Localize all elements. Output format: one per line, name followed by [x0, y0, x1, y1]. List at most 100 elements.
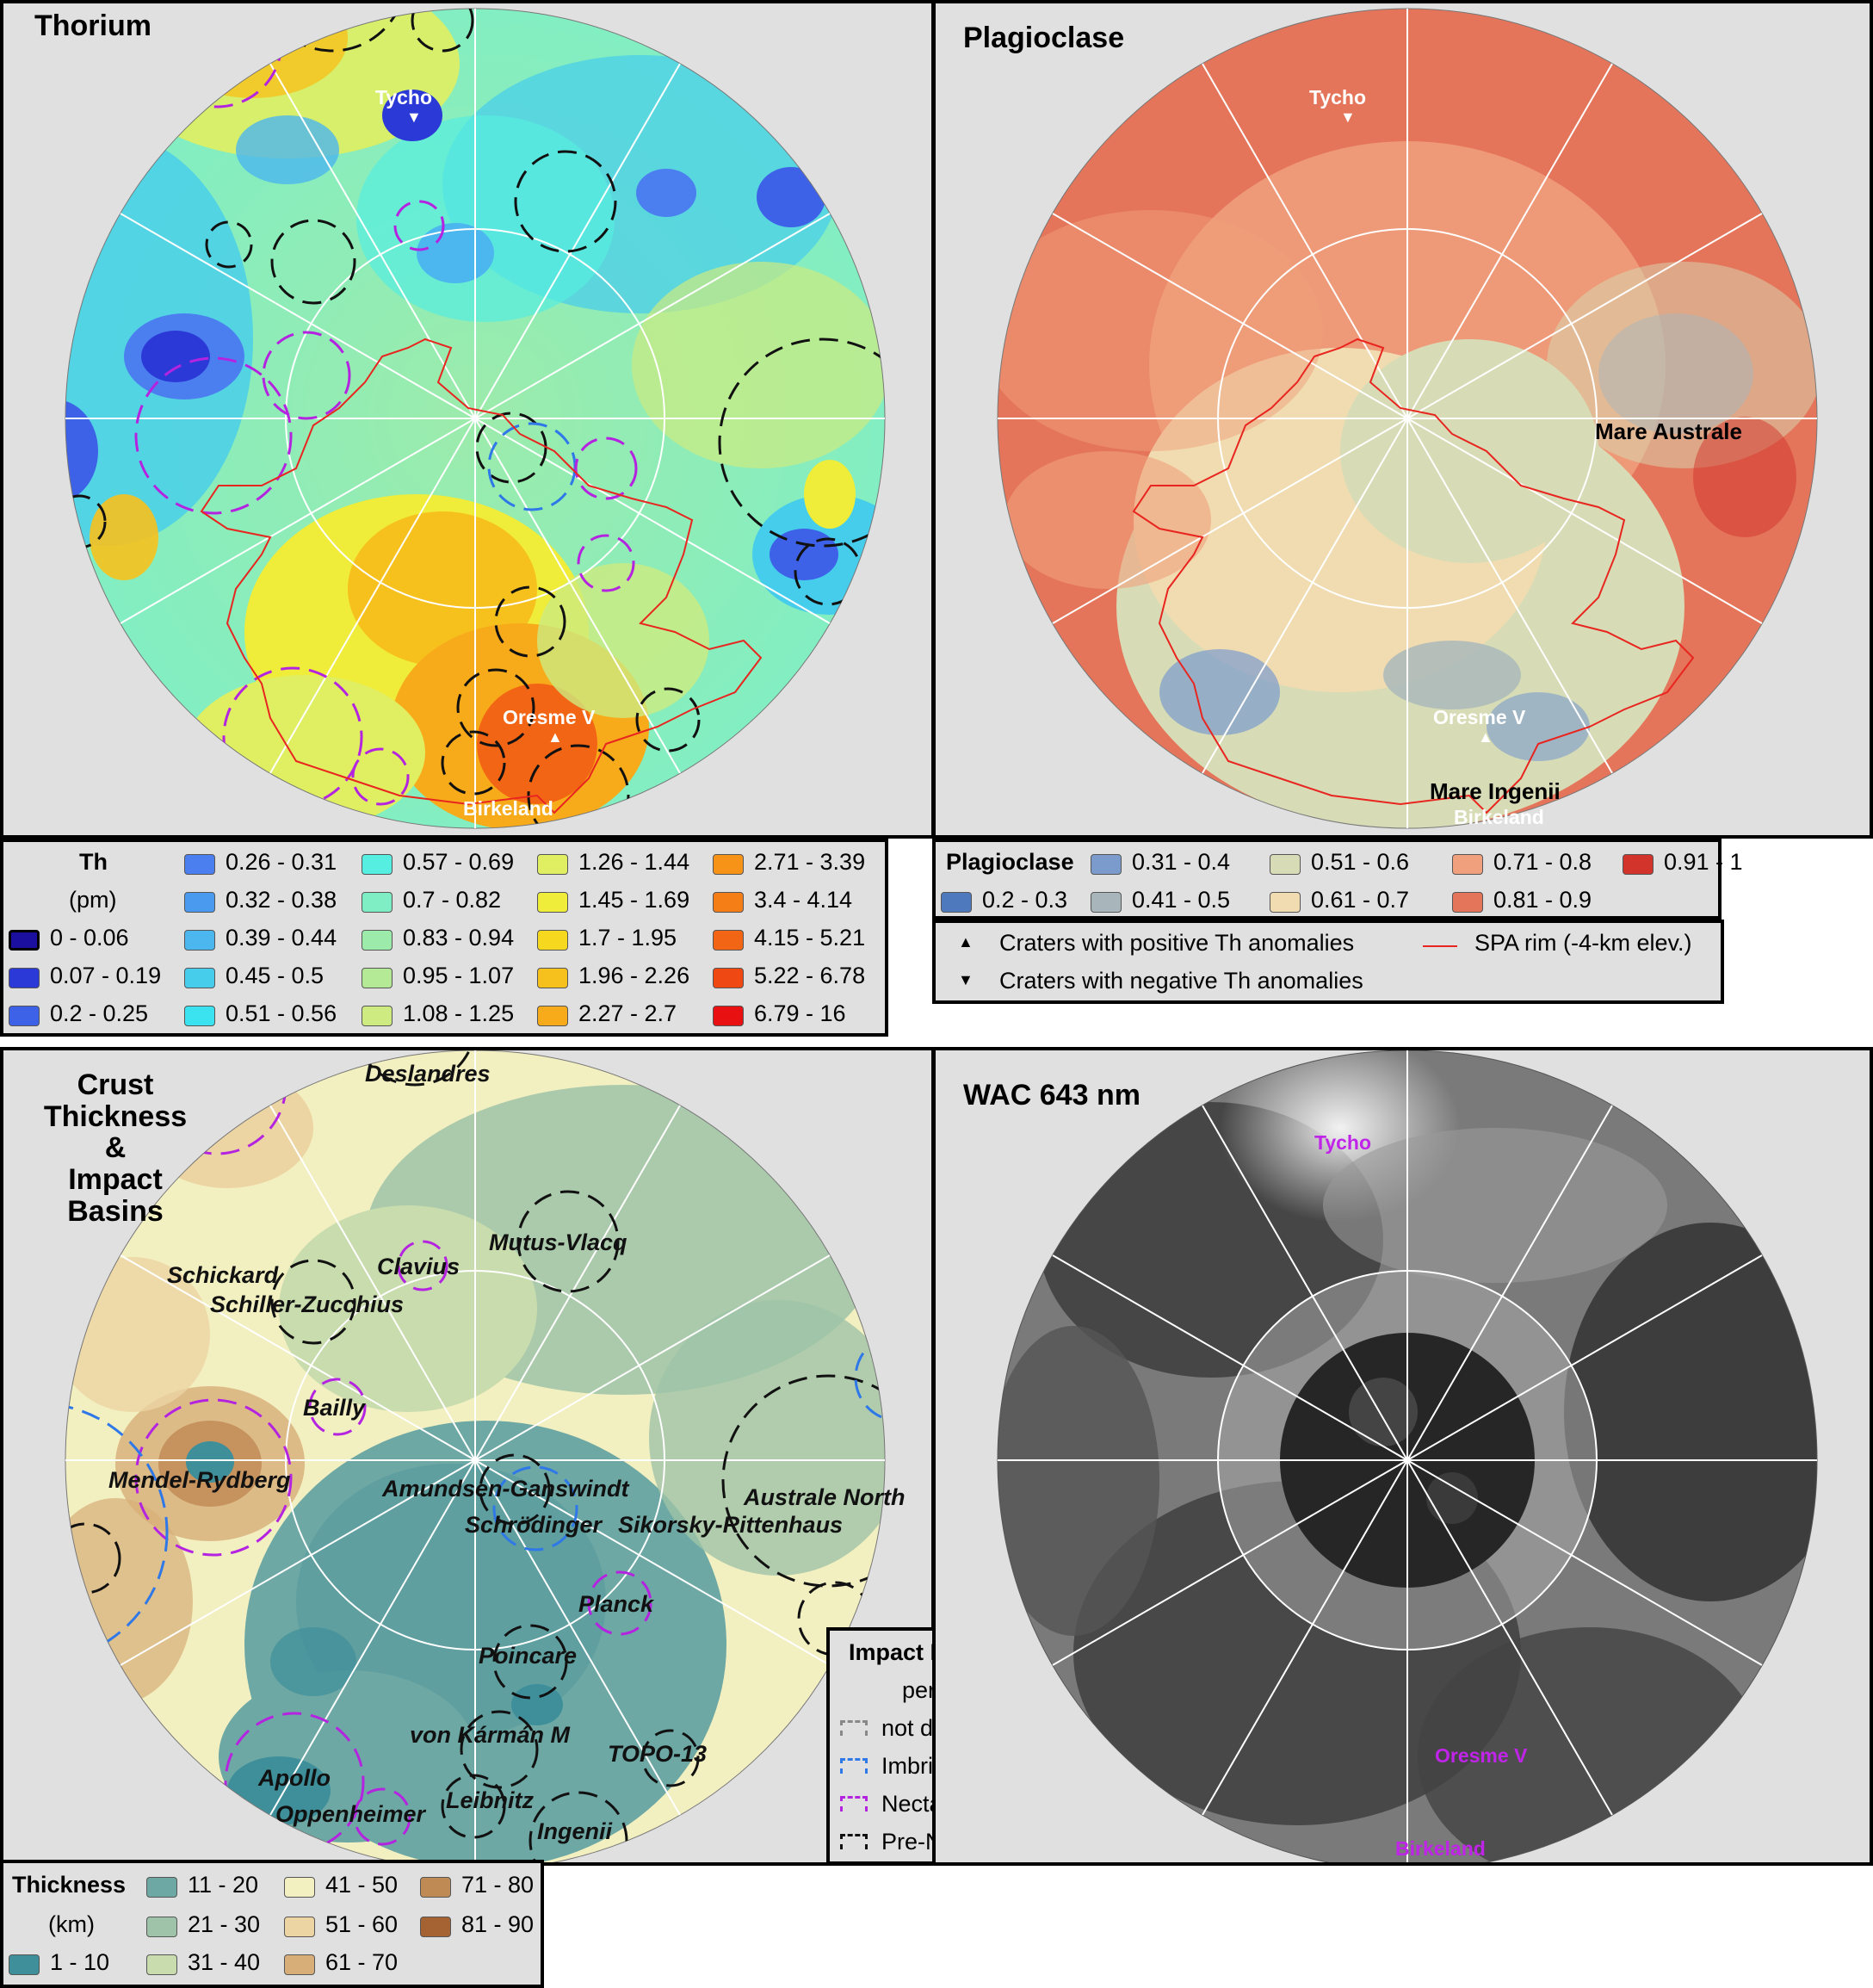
- wac-birkeland-label: Birkeland: [1395, 1837, 1486, 1860]
- th-legend-label-2: 0.2 - 0.25: [50, 1000, 149, 1026]
- thickness-legend-swatch-3: [146, 1954, 177, 1975]
- thickness-legend-label-5: 51 - 60: [325, 1911, 399, 1937]
- thickness-legend-label-7: 71 - 80: [461, 1872, 535, 1898]
- thorium-title: Thorium: [34, 9, 151, 42]
- th-legend-swatch-4: [184, 892, 215, 913]
- basin-topo-13: TOPO-13: [608, 1741, 708, 1767]
- basin-von-karman-m: von Kármán M: [410, 1722, 571, 1748]
- th-legend-swatch-8: [362, 854, 393, 875]
- pl-legend-swatch-7: [1623, 854, 1654, 875]
- oresme-marker-icon: ▲: [547, 728, 563, 746]
- pl-legend-swatch-5: [1452, 854, 1483, 875]
- basin-apollo: Apollo: [258, 1765, 331, 1791]
- basin-deslandres: Deslandres: [365, 1061, 491, 1087]
- th-legend-label-17: 2.27 - 2.7: [578, 1000, 677, 1026]
- thickness-legend-label-0: 1 - 10: [50, 1949, 110, 1975]
- wac-title: WAC 643 nm: [963, 1079, 1140, 1112]
- thickness-legend-unit: (km): [48, 1911, 95, 1937]
- thickness-legend-label-3: 31 - 40: [188, 1949, 261, 1975]
- positive-anomaly-icon: ▲: [958, 933, 974, 951]
- basin-schrodinger: Schrödinger: [465, 1512, 603, 1538]
- negative-anomaly-label: Craters with negative Th anomalies: [999, 968, 1363, 994]
- th-legend-swatch-3: [184, 854, 215, 875]
- thickness-legend-swatch-1: [146, 1877, 177, 1898]
- mare-ingenii-label: Mare Ingenii: [1430, 778, 1561, 804]
- impact-legend-swatch-3: [840, 1834, 868, 1849]
- spa-rim-label: SPA rim (-4-km elev.): [1474, 930, 1692, 956]
- pl-legend-label-2: 0.41 - 0.5: [1132, 887, 1231, 913]
- th-legend-label-15: 1.7 - 1.95: [578, 925, 677, 951]
- pl-legend-label-4: 0.61 - 0.7: [1311, 887, 1410, 913]
- plagioclase-panel: Plagioclase Tycho ▼ Mare Australe Oresme…: [932, 0, 1873, 839]
- thorium-panel: Thorium Tycho ▼ Oresme V ▲ Birkeland: [0, 0, 935, 839]
- th-legend-label-9: 0.7 - 0.82: [403, 887, 502, 913]
- pl-legend-swatch-1: [1091, 854, 1122, 875]
- pl-legend-label-7: 0.91 - 1: [1664, 849, 1743, 875]
- birkeland-label: Birkeland: [463, 797, 553, 820]
- th-legend-label-3: 0.26 - 0.31: [226, 849, 337, 875]
- th-legend-swatch-17: [537, 1006, 568, 1026]
- pl-legend-label-6: 0.81 - 0.9: [1493, 887, 1592, 913]
- crust-title-line-2: Thickness: [43, 1099, 188, 1133]
- th-legend-label-5: 0.39 - 0.44: [226, 925, 337, 951]
- crust-title-line-3: &: [104, 1131, 127, 1165]
- pl-legend-label-1: 0.31 - 0.4: [1132, 849, 1231, 875]
- tycho-marker-icon: ▼: [406, 108, 422, 126]
- pl-tycho-marker-icon: ▼: [1340, 108, 1356, 126]
- basin-mutus-vlacq: Mutus-Vlacq: [489, 1229, 627, 1255]
- basin-bailly: Bailly: [303, 1395, 366, 1421]
- th-legend-label-10: 0.83 - 0.94: [403, 925, 515, 951]
- thickness-legend-swatch-7: [420, 1877, 451, 1898]
- marker-legend: ▲ Craters with positive Th anomalies ▼ C…: [932, 920, 1724, 1004]
- basin-mendel-rydberg: Mendel-Rydberg: [108, 1467, 291, 1493]
- th-legend-swatch-5: [184, 930, 215, 951]
- thickness-legend-swatch-4: [284, 1877, 315, 1898]
- th-legend-swatch-21: [713, 968, 744, 988]
- pl-legend-swatch-2: [1091, 892, 1122, 913]
- pl-legend-label-3: 0.51 - 0.6: [1311, 849, 1410, 875]
- th-legend-swatch-22: [713, 1006, 744, 1026]
- crust-title-line-5: Basins: [67, 1194, 164, 1228]
- pl-birkeland-label: Birkeland: [1454, 806, 1544, 828]
- th-legend-swatch-9: [362, 892, 393, 913]
- wac-panel: WAC 643 nm Tycho Oresme V Birkeland: [932, 1047, 1873, 1866]
- th-legend-swatch-0: [9, 930, 40, 951]
- pl-oresme-label: Oresme V: [1433, 706, 1526, 728]
- th-legend-swatch-10: [362, 930, 393, 951]
- basin-ingenii: Ingenii: [537, 1818, 612, 1844]
- thickness-legend-swatch-5: [284, 1917, 315, 1937]
- basin-amundsen-ganswindt: Amundsen-Ganswindt: [382, 1476, 629, 1502]
- impact-legend-swatch-1: [840, 1758, 868, 1774]
- thickness-legend-label-1: 11 - 20: [188, 1872, 259, 1898]
- pl-legend-swatch-4: [1270, 892, 1301, 913]
- th-legend-label-1: 0.07 - 0.19: [50, 963, 162, 988]
- pl-legend-label-5: 0.71 - 0.8: [1493, 849, 1592, 875]
- plagioclase-map: [997, 8, 1818, 829]
- basin-australe-north: Australe North: [744, 1484, 906, 1510]
- th-legend-swatch-16: [537, 968, 568, 988]
- th-legend-swatch-12: [362, 1006, 393, 1026]
- basin-poincare: Poincare: [479, 1643, 578, 1669]
- th-legend-label-6: 0.45 - 0.5: [226, 963, 325, 988]
- crust-title-line-4: Impact: [68, 1163, 163, 1197]
- pl-legend-label-0: 0.2 - 0.3: [982, 887, 1068, 913]
- basin-oppenheimer: Oppenheimer: [275, 1801, 426, 1827]
- th-legend-label-18: 2.71 - 3.39: [754, 849, 866, 875]
- thorium-legend: Th (pm) 0 - 0.06 0.07 - 0.19 0.2 - 0.25 0.2…: [0, 839, 888, 1037]
- tycho-label: Tycho: [375, 86, 433, 108]
- th-legend-label-12: 1.08 - 1.25: [403, 1000, 515, 1026]
- th-legend-label-19: 3.4 - 4.14: [754, 887, 853, 913]
- th-legend-swatch-2: [9, 1006, 40, 1026]
- basin-schiller-zucchius: Schiller-Zucchius: [210, 1291, 405, 1317]
- basin-planck: Planck: [578, 1591, 654, 1617]
- plagioclase-title: Plagioclase: [963, 22, 1125, 54]
- crust-map: [65, 1050, 886, 1862]
- thickness-legend-swatch-8: [420, 1917, 451, 1937]
- spa-rim-line-icon: [1423, 945, 1457, 947]
- th-legend-swatch-20: [713, 930, 744, 951]
- th-legend-swatch-14: [537, 892, 568, 913]
- th-legend-label-11: 0.95 - 1.07: [403, 963, 515, 988]
- negative-anomaly-icon: ▼: [958, 971, 974, 988]
- thickness-legend-label-8: 81 - 90: [461, 1911, 535, 1937]
- crust-title: Crust Thickness & Impact Basins: [29, 1069, 201, 1228]
